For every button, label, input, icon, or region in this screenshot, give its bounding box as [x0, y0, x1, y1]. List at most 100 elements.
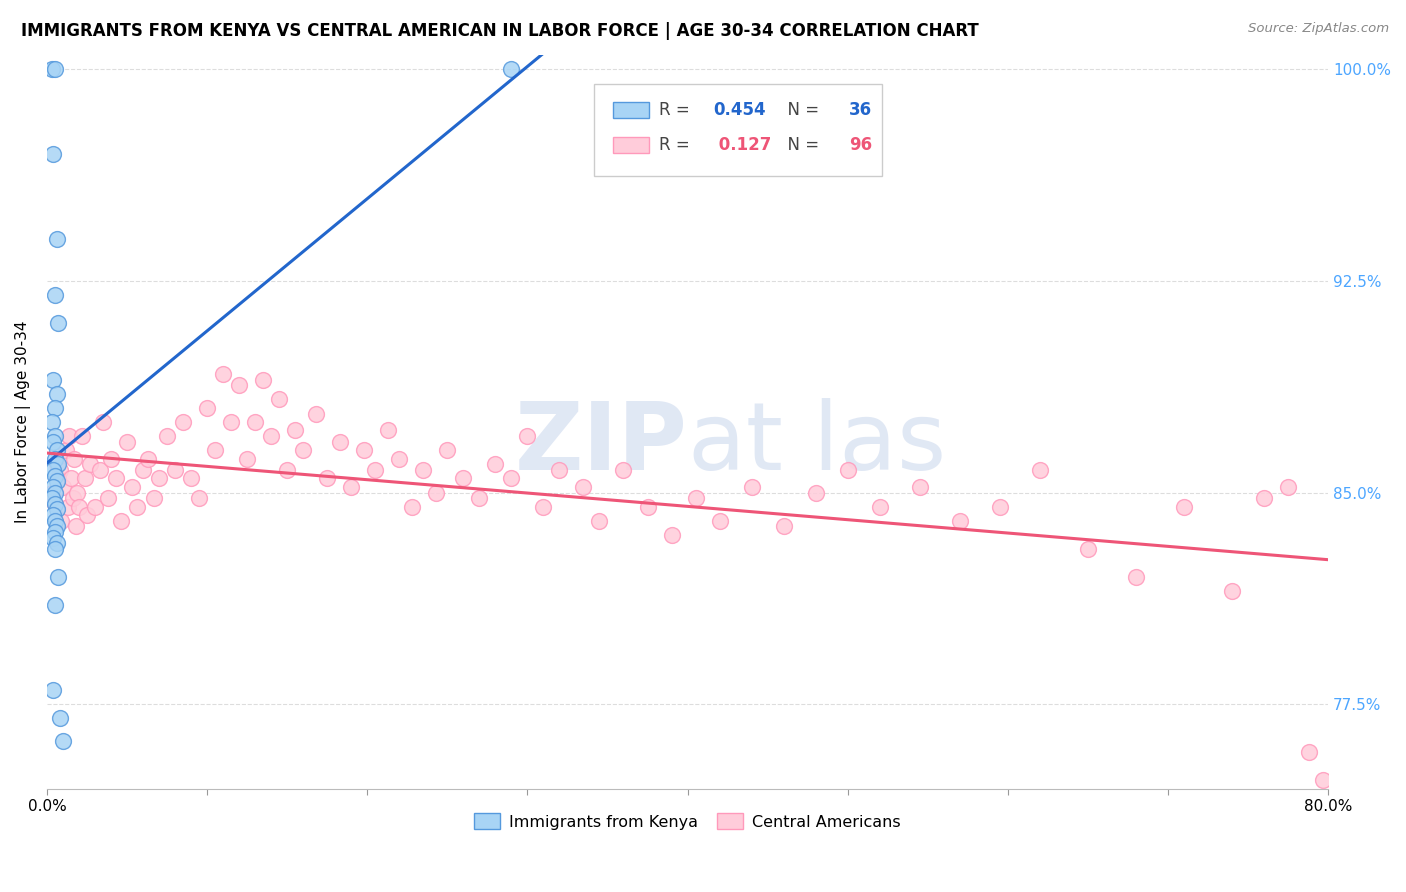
Point	[125, 500, 148, 514]
Text: 36: 36	[849, 101, 872, 120]
Point	[143, 491, 166, 506]
Point	[637, 500, 659, 514]
Text: R =: R =	[659, 136, 696, 154]
Point	[97, 491, 120, 506]
Point	[425, 485, 447, 500]
Text: at las: at las	[688, 398, 946, 490]
Point	[52, 480, 75, 494]
Point	[45, 475, 67, 489]
Point	[45, 519, 67, 533]
Point	[572, 480, 595, 494]
Point	[45, 443, 67, 458]
Point	[44, 429, 66, 443]
Point	[62, 491, 84, 506]
Point	[243, 415, 266, 429]
Point	[453, 471, 475, 485]
Point	[305, 407, 328, 421]
Point	[58, 429, 80, 443]
Point	[42, 508, 65, 523]
Point	[115, 434, 138, 449]
Point	[837, 463, 859, 477]
Point	[252, 373, 274, 387]
Point	[59, 471, 82, 485]
Point	[67, 500, 90, 514]
Y-axis label: In Labor Force | Age 30-34: In Labor Force | Age 30-34	[15, 321, 31, 524]
Point	[1277, 480, 1299, 494]
Point	[42, 373, 65, 387]
Point	[709, 514, 731, 528]
Point	[804, 485, 827, 500]
Point	[110, 514, 132, 528]
Point	[329, 434, 352, 449]
Bar	[613, 137, 650, 153]
Point	[1220, 584, 1243, 599]
Point	[228, 378, 250, 392]
Point	[56, 500, 79, 514]
Point	[79, 458, 101, 472]
Point	[388, 451, 411, 466]
Point	[44, 468, 66, 483]
Point	[548, 463, 571, 477]
Point	[132, 463, 155, 477]
Point	[89, 463, 111, 477]
Text: R =: R =	[659, 101, 696, 120]
Point	[612, 463, 634, 477]
Point	[276, 463, 298, 477]
Text: N =: N =	[778, 136, 824, 154]
Point	[42, 480, 65, 494]
Point	[44, 524, 66, 539]
Point	[1125, 570, 1147, 584]
Text: 96: 96	[849, 136, 872, 154]
Point	[533, 500, 555, 514]
Point	[44, 401, 66, 415]
Point	[869, 500, 891, 514]
Point	[1077, 541, 1099, 556]
Point	[377, 424, 399, 438]
Point	[121, 480, 143, 494]
Point	[44, 485, 66, 500]
Point	[42, 491, 65, 506]
Point	[46, 570, 69, 584]
Point	[661, 528, 683, 542]
Point	[44, 541, 66, 556]
Point	[46, 316, 69, 330]
Point	[44, 497, 66, 511]
Point	[44, 288, 66, 302]
Point	[204, 443, 226, 458]
Point	[364, 463, 387, 477]
Point	[41, 491, 63, 506]
Point	[44, 62, 66, 77]
Point	[516, 429, 538, 443]
Point	[269, 392, 291, 407]
Point	[316, 471, 339, 485]
Point	[42, 531, 65, 545]
Text: Source: ZipAtlas.com: Source: ZipAtlas.com	[1249, 22, 1389, 36]
FancyBboxPatch shape	[593, 85, 883, 177]
Point	[436, 443, 458, 458]
Point	[1173, 500, 1195, 514]
Point	[63, 451, 86, 466]
Point	[104, 471, 127, 485]
Point	[236, 451, 259, 466]
Point	[75, 471, 97, 485]
Text: IMMIGRANTS FROM KENYA VS CENTRAL AMERICAN IN LABOR FORCE | AGE 30-34 CORRELATION: IMMIGRANTS FROM KENYA VS CENTRAL AMERICA…	[21, 22, 979, 40]
Point	[588, 514, 610, 528]
Point	[1029, 463, 1052, 477]
Point	[45, 458, 67, 472]
Point	[501, 62, 523, 77]
Point	[41, 415, 63, 429]
Text: 0.454: 0.454	[713, 101, 766, 120]
Point	[260, 429, 283, 443]
Point	[55, 443, 77, 458]
Point	[484, 458, 506, 472]
Point	[49, 463, 72, 477]
Point	[44, 497, 66, 511]
Point	[292, 443, 315, 458]
Point	[51, 514, 73, 528]
Point	[42, 434, 65, 449]
Point	[156, 429, 179, 443]
Point	[66, 485, 89, 500]
Point	[772, 519, 794, 533]
Point	[148, 471, 170, 485]
Point	[219, 415, 242, 429]
